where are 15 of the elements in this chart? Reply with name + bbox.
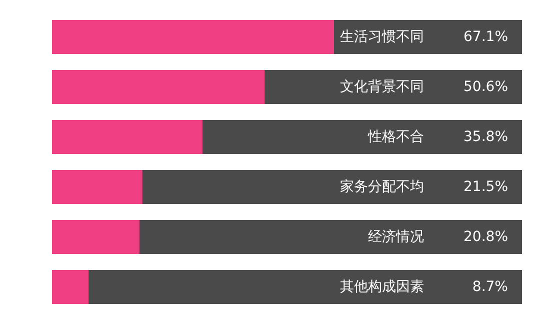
- bar: [52, 220, 140, 254]
- y-tick-label: 生活习惯不同: [340, 29, 424, 45]
- data-label: 8.7%: [472, 279, 508, 295]
- y-tick-label: 性格不合: [367, 129, 424, 145]
- y-tick-label: 家务分配不均: [340, 179, 424, 195]
- data-label: 67.1%: [464, 29, 508, 45]
- y-tick-label: 其他构成因素: [340, 279, 424, 295]
- data-label: 21.5%: [464, 179, 508, 195]
- data-label: 50.6%: [464, 79, 508, 95]
- bar: [52, 170, 142, 204]
- data-label: 20.8%: [464, 229, 508, 245]
- data-label: 35.8%: [464, 129, 508, 145]
- bar: [52, 270, 89, 304]
- y-tick-label: 经济情况: [368, 229, 424, 245]
- y-tick-label: 文化背景不同: [340, 79, 424, 95]
